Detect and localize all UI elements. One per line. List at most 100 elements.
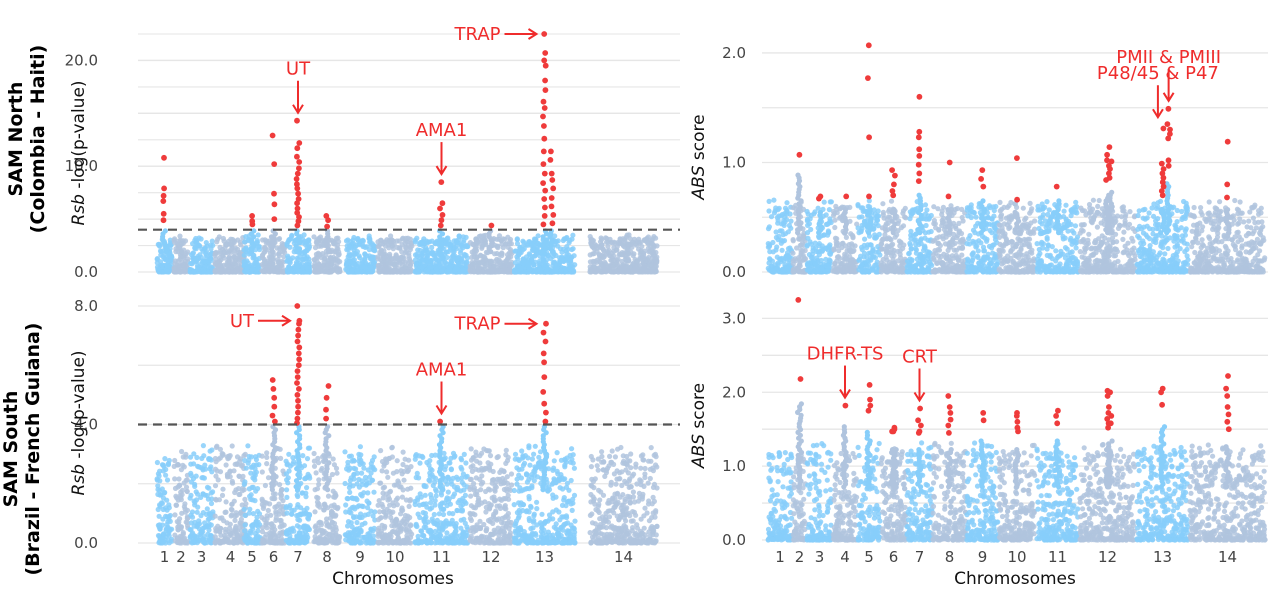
point — [377, 241, 384, 247]
point — [816, 241, 823, 247]
significant-point — [439, 200, 446, 207]
point — [489, 269, 495, 275]
significant-point — [547, 157, 554, 163]
significant-point — [325, 217, 331, 224]
point — [392, 261, 398, 268]
point — [424, 255, 430, 261]
significant-point — [542, 50, 549, 56]
point — [858, 253, 864, 259]
significant-point — [540, 98, 547, 105]
point — [351, 251, 358, 258]
point — [407, 269, 413, 275]
point — [982, 257, 988, 263]
point — [849, 241, 855, 247]
point — [332, 241, 338, 247]
point — [566, 240, 572, 246]
point — [886, 235, 892, 241]
point — [1044, 199, 1050, 205]
point — [1065, 228, 1071, 234]
point — [781, 222, 787, 228]
point — [795, 265, 801, 271]
point — [317, 252, 323, 258]
point — [839, 266, 846, 273]
significant-point — [249, 221, 256, 228]
point — [866, 268, 872, 274]
point — [845, 263, 851, 269]
significant-point — [160, 192, 167, 199]
point — [520, 247, 526, 253]
point — [624, 256, 630, 262]
significant-point — [294, 117, 300, 124]
point — [883, 228, 889, 234]
significant-point — [324, 223, 330, 230]
point — [602, 268, 608, 275]
point — [312, 245, 319, 251]
point — [879, 246, 885, 252]
point — [403, 235, 409, 241]
significant-point — [542, 87, 549, 93]
significant-point — [160, 217, 167, 224]
point — [945, 261, 951, 267]
point — [1064, 246, 1070, 252]
point — [639, 243, 645, 250]
point — [965, 258, 972, 264]
point — [317, 234, 324, 240]
point — [412, 269, 418, 275]
point — [223, 241, 230, 247]
point — [598, 259, 604, 266]
point — [419, 250, 425, 257]
point — [888, 198, 895, 204]
point — [866, 258, 872, 264]
point — [771, 197, 777, 203]
point — [1018, 237, 1024, 244]
point — [790, 258, 796, 264]
point — [180, 262, 186, 268]
point — [319, 266, 325, 272]
point — [825, 268, 831, 274]
point — [202, 259, 208, 265]
point — [1093, 250, 1099, 256]
point — [526, 269, 532, 275]
point — [229, 255, 235, 261]
point — [165, 268, 171, 274]
point — [880, 209, 887, 215]
significant-point — [294, 170, 301, 177]
point — [237, 265, 243, 271]
point — [496, 233, 503, 239]
significant-point — [550, 212, 557, 218]
point — [823, 256, 829, 262]
point — [635, 239, 642, 245]
point — [900, 208, 907, 214]
point — [1078, 222, 1084, 228]
point — [1028, 208, 1034, 214]
point — [597, 269, 603, 275]
point — [1039, 221, 1045, 227]
point — [506, 250, 513, 256]
point — [190, 251, 196, 257]
point — [1079, 227, 1085, 233]
point — [359, 269, 365, 275]
point — [203, 240, 209, 246]
point — [823, 221, 830, 227]
point — [451, 238, 457, 244]
point — [559, 249, 565, 255]
point — [491, 263, 497, 269]
point — [1130, 250, 1136, 256]
point — [976, 260, 982, 266]
point — [878, 269, 885, 275]
significant-point — [541, 170, 548, 177]
point — [862, 269, 868, 275]
point — [1046, 227, 1052, 233]
point — [1067, 259, 1073, 265]
point — [477, 252, 484, 258]
point — [418, 241, 424, 247]
point — [832, 260, 838, 266]
point — [996, 234, 1003, 240]
point — [343, 266, 349, 272]
point — [198, 262, 204, 268]
point — [1025, 254, 1031, 260]
point — [187, 269, 194, 275]
point — [842, 243, 849, 249]
significant-point — [161, 185, 168, 192]
point — [932, 237, 938, 243]
